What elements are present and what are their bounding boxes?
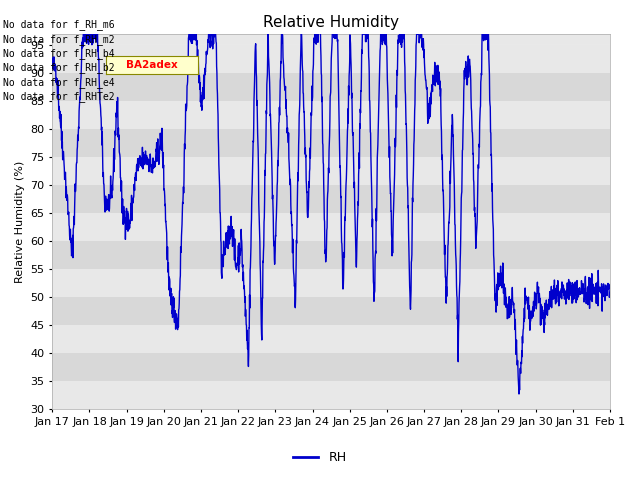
Bar [52, 241, 610, 269]
Bar [52, 157, 610, 185]
Text: No data for f_RH_m2: No data for f_RH_m2 [3, 34, 115, 45]
Bar [52, 353, 610, 381]
Legend: RH: RH [289, 446, 351, 469]
Bar [52, 45, 610, 73]
Bar [52, 129, 610, 157]
Text: No data for f_RH_e4: No data for f_RH_e4 [3, 77, 115, 88]
Bar [52, 325, 610, 353]
Text: BA2adex: BA2adex [126, 60, 178, 70]
Bar [52, 73, 610, 101]
Bar [52, 297, 610, 325]
Text: No data for f_RH_m6: No data for f_RH_m6 [3, 19, 115, 30]
Bar [52, 213, 610, 241]
Text: No data for f_RHTe2: No data for f_RHTe2 [3, 91, 115, 102]
Bar [52, 101, 610, 129]
Bar [52, 185, 610, 213]
Title: Relative Humidity: Relative Humidity [263, 15, 399, 30]
Text: No data for f_RH_b2: No data for f_RH_b2 [3, 62, 115, 73]
Bar [52, 381, 610, 409]
Text: No data for f_RH_b4: No data for f_RH_b4 [3, 48, 115, 59]
Bar [52, 269, 610, 297]
Y-axis label: Relative Humidity (%): Relative Humidity (%) [15, 160, 25, 283]
